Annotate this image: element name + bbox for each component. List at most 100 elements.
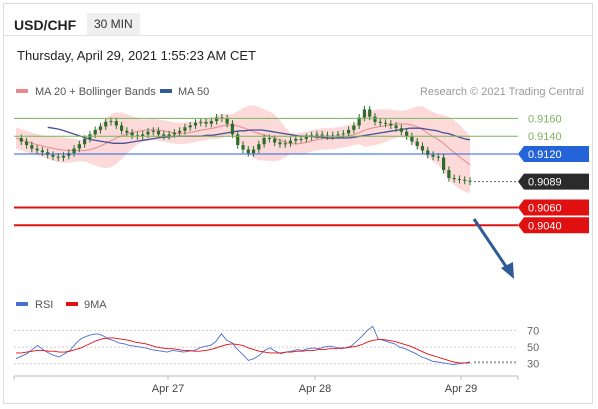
candle-body	[236, 134, 240, 146]
candle-body	[193, 122, 198, 126]
legend-ma20-swatch	[16, 89, 28, 93]
candle-body	[336, 134, 340, 136]
candle-body	[447, 170, 451, 179]
x-tick-label: Apr 27	[152, 383, 184, 395]
candle-body	[394, 125, 398, 129]
candle-body	[457, 178, 462, 180]
candle-body	[378, 121, 382, 123]
candle-body	[346, 129, 351, 134]
candle-body	[389, 123, 393, 126]
price-tag-label: 0.9089	[528, 177, 562, 189]
price-tag-resistance: 0.9140	[528, 131, 562, 143]
symbol-title: USD/CHF	[14, 17, 77, 33]
candle-body	[426, 150, 430, 155]
candle-body	[315, 134, 319, 136]
rsi-ma-line	[16, 337, 470, 364]
candle-body	[199, 121, 203, 123]
price-tag-pivot: 0.9120	[518, 146, 589, 163]
candle-body	[40, 150, 44, 153]
legend-rsi-label: RSI	[35, 299, 53, 311]
candle-body	[294, 138, 298, 141]
candle-body	[146, 131, 150, 135]
candle-body	[156, 130, 161, 135]
price-tag-label: 0.9120	[528, 149, 562, 161]
candle-body	[230, 123, 235, 135]
chart-header: USD/CHF 30 MIN	[4, 4, 592, 36]
candle-body	[468, 180, 472, 182]
candle-body	[283, 143, 287, 145]
candle-body	[463, 179, 467, 181]
price-panel	[15, 105, 472, 194]
candle-body	[167, 134, 171, 137]
candle-body	[262, 137, 266, 145]
candle-body	[251, 149, 256, 154]
timeframe-badge[interactable]: 30 MIN	[87, 13, 140, 35]
candle-body	[267, 137, 271, 139]
candle-body	[119, 125, 124, 131]
price-tag-box	[518, 173, 589, 190]
price-tag-box	[518, 146, 589, 163]
candle-body	[225, 118, 229, 124]
price-tag-resistance: 0.9160	[528, 113, 562, 125]
rsi-line	[15, 325, 471, 365]
candle-body	[98, 126, 103, 130]
chart-datetime: Thursday, April 29, 2021 1:55:23 AM CET	[17, 48, 256, 63]
candle-body	[162, 134, 166, 137]
candle-body	[178, 130, 182, 133]
candle-body	[436, 156, 440, 158]
candle-body	[452, 178, 456, 180]
price-tag-label: 0.9140	[528, 131, 562, 143]
legend-ma50-swatch	[160, 89, 172, 93]
x-axis-ticks: Apr 27 Apr 28 Apr 29	[13, 376, 519, 395]
price-tag-support: 0.9040	[518, 217, 589, 234]
rsi-panel: 70 50 30	[14, 325, 539, 371]
candle-body	[61, 155, 66, 158]
candle-body	[415, 141, 419, 146]
forecast-arrow	[472, 218, 514, 279]
candle-body	[215, 117, 219, 122]
credit-text: Research © 2021 Trading Central	[420, 86, 584, 98]
ma50-line	[47, 126, 471, 144]
ma20-line	[15, 123, 471, 166]
candle-body	[183, 127, 187, 131]
candle-body	[125, 130, 129, 133]
candle-body	[104, 121, 108, 127]
candle-body	[373, 116, 377, 122]
candle-body	[209, 121, 213, 124]
price-tag-support: 0.9060	[518, 199, 589, 216]
candle-body	[141, 134, 145, 137]
candle-body	[288, 140, 293, 144]
candle-body	[30, 145, 34, 149]
price-tag-box	[518, 199, 589, 216]
candle-body	[24, 141, 29, 146]
candle-body	[151, 130, 155, 132]
candle-body	[241, 145, 245, 150]
candle-body	[341, 133, 345, 135]
legend-rsi-swatch	[16, 302, 28, 306]
candle-body	[399, 128, 403, 132]
candle-body	[410, 136, 414, 142]
rsi-tick-label: 50	[527, 342, 539, 354]
candle-body	[114, 121, 118, 126]
rsi-tick-label: 30	[527, 359, 539, 371]
candle-body	[368, 109, 372, 117]
candle-body	[204, 121, 208, 124]
candle-body	[304, 137, 308, 139]
legend-ma50-label: MA 50	[178, 86, 209, 98]
candle-body	[83, 138, 87, 145]
price-tag-last: 0.9089	[518, 173, 589, 190]
chart-widget: USD/CHF 30 MIN Thursday, April 29, 2021 …	[3, 3, 593, 404]
candle-body	[130, 132, 134, 136]
candle-body	[362, 109, 367, 118]
price-tag-label: 0.9060	[528, 202, 562, 214]
x-tick-label: Apr 28	[299, 383, 331, 395]
candle-body	[35, 148, 39, 151]
candle-body	[51, 154, 55, 157]
legend-ma20-label: MA 20 + Bollinger Bands	[35, 86, 156, 98]
price-tag-label: 0.9040	[528, 220, 562, 232]
candle-body	[93, 129, 97, 135]
candle-body	[299, 138, 303, 140]
candle-body	[383, 122, 388, 124]
candle-body	[172, 132, 176, 135]
candle-body	[431, 154, 435, 157]
